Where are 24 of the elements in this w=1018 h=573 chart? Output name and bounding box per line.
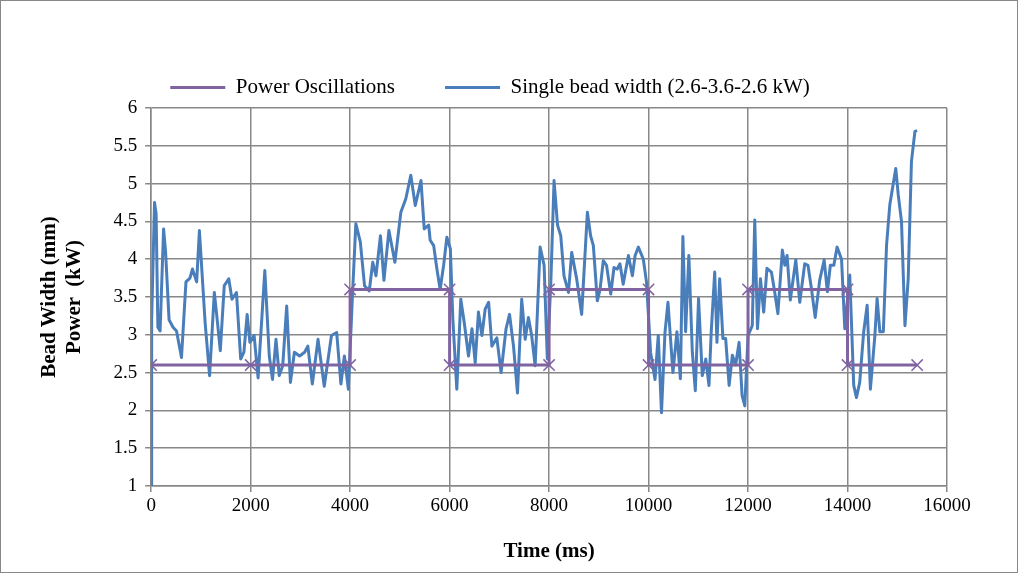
- y-tick-label: 3.5: [113, 284, 138, 306]
- x-tick-label: 0: [146, 494, 156, 516]
- y-tick-label: 5: [127, 171, 138, 193]
- x-tick-label: 2000: [231, 494, 270, 516]
- y-tick-label: 4: [127, 247, 138, 269]
- y-tick-label: 1: [127, 473, 138, 495]
- x-tick-label: 6000: [430, 494, 469, 516]
- x-tick-label: 14000: [823, 494, 872, 516]
- y-tick-label: 2.5: [113, 360, 138, 382]
- y-tick-label: 3: [127, 322, 138, 344]
- y-tick-label: 1.5: [113, 436, 138, 458]
- x-tick-label: 4000: [331, 494, 370, 516]
- y-tick-label: 4.5: [113, 209, 138, 231]
- x-axis-title: Time (ms): [503, 537, 595, 562]
- x-tick-label: 10000: [624, 494, 673, 516]
- x-tick-label: 16000: [923, 494, 971, 516]
- y-axis-title: Bead Width (mm) Power (kW): [36, 216, 86, 378]
- y-tick-label: 5.5: [113, 133, 138, 155]
- x-tick-label: 12000: [724, 494, 772, 516]
- y-tick-label: 6: [127, 95, 138, 117]
- y-tick-label: 2: [127, 398, 138, 420]
- legend-label: Power Oscillations: [235, 74, 396, 99]
- x-tick-label: 8000: [530, 494, 569, 516]
- legend-label: Single bead width (2.6-3.6-2.6 kW): [510, 74, 810, 99]
